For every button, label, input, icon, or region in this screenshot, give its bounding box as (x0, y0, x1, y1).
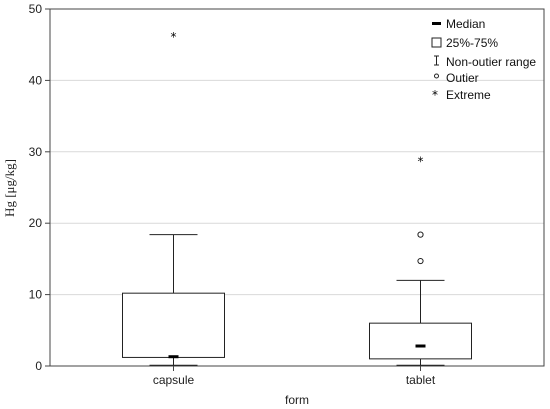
y-tick-label: 10 (29, 288, 43, 302)
outlier-point (417, 231, 424, 238)
legend-range-label: Non-outier range (446, 55, 536, 69)
box-group-capsule: * (122, 30, 225, 366)
y-axis: 0 10 20 30 40 50 (29, 2, 50, 373)
x-tick-label: tablet (406, 373, 436, 387)
y-tick-label: 50 (29, 2, 43, 16)
extreme-point: * (171, 30, 177, 44)
x-axis-title: form (285, 393, 309, 407)
legend-outlier-label: Outier (446, 71, 479, 85)
legend-extreme-label: Extreme (446, 88, 491, 102)
extreme-point: * (418, 154, 424, 168)
outlier-point (417, 257, 424, 265)
gridlines (50, 79, 544, 296)
plot-area (49, 8, 545, 367)
legend-box-label: 25%-75% (446, 36, 498, 50)
legend-outlier-symbol (434, 73, 439, 79)
y-tick-label: 30 (29, 145, 43, 159)
legend-median-symbol (432, 22, 441, 25)
y-tick-label: 40 (29, 73, 43, 87)
x-axis: capsule tablet (153, 366, 436, 387)
y-tick-label: 0 (35, 359, 42, 373)
box-iqr (369, 322, 472, 360)
median-marker (415, 344, 426, 348)
median-marker (168, 355, 179, 359)
box-group-tablet: * (369, 154, 472, 366)
legend-box-symbol (431, 37, 442, 48)
box-iqr (122, 292, 225, 358)
legend-range-symbol (434, 55, 439, 66)
x-tick-label: capsule (153, 373, 195, 387)
legend: Median 25%-75% Non-outier range Outier *… (431, 17, 536, 102)
y-axis-title: Hg [μg/kg] (2, 159, 17, 217)
legend-extreme-symbol: * (432, 88, 438, 102)
boxes: ** (122, 30, 472, 366)
y-tick-label: 20 (29, 216, 43, 230)
legend-median-label: Median (446, 17, 485, 31)
